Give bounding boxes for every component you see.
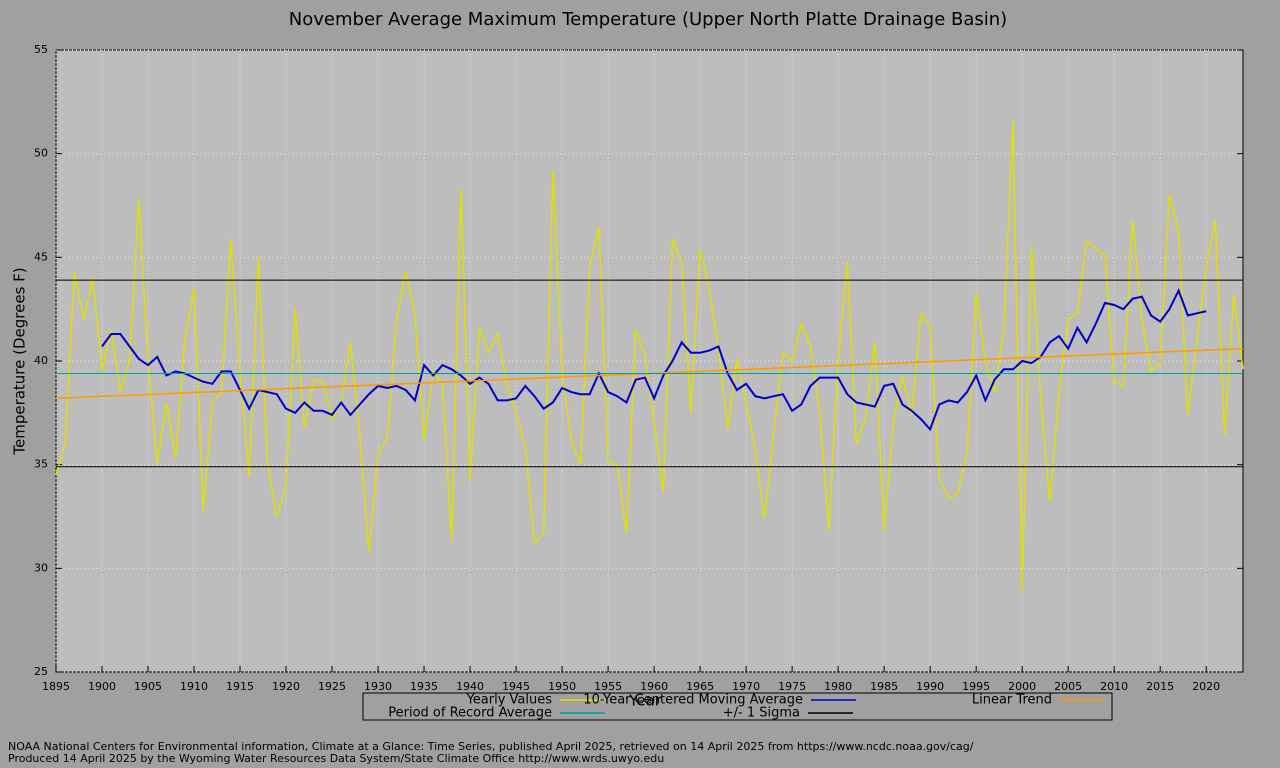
y-tick-label: 50 (34, 147, 48, 160)
chart-title: November Average Maximum Temperature (Up… (289, 9, 1007, 30)
x-tick-label: 1995 (962, 680, 990, 693)
series-line (101, 287, 1207, 432)
x-tick-label: 2005 (1054, 680, 1082, 693)
x-tick-label: 2020 (1192, 680, 1220, 693)
x-tick-label: 1925 (318, 680, 346, 693)
x-tick-label: 1990 (916, 680, 944, 693)
x-tick-label: 1940 (456, 680, 484, 693)
legend-box (362, 692, 1113, 721)
footer: NOAA National Centers for Environmental … (8, 740, 974, 753)
x-tick-label: 1910 (180, 680, 208, 693)
x-tick-label: 1920 (272, 680, 300, 693)
x-tick-label: 1950 (548, 680, 576, 693)
x-tick-label: 1930 (364, 680, 392, 693)
legend-label: Linear Trend (972, 693, 1052, 708)
legend-label: +/- 1 Sigma (723, 706, 800, 721)
x-tick-label: 1980 (824, 680, 852, 693)
x-tick-label: 1955 (594, 680, 622, 693)
x-axis-label: Year (628, 692, 662, 710)
x-tick-label: 2000 (1008, 680, 1036, 693)
x-tick-label: 1915 (226, 680, 254, 693)
y-tick-label: 40 (34, 354, 48, 367)
y-tick-label: 30 (34, 561, 48, 574)
legend-label: Period of Record Average (388, 706, 552, 721)
y-axis-label: Temperature (Degrees F) (11, 267, 29, 455)
x-tick-label: 1945 (502, 680, 530, 693)
y-tick-label: 35 (34, 458, 48, 471)
y-tick-label: 45 (34, 250, 48, 263)
x-tick-label: 2015 (1146, 680, 1174, 693)
y-tick-label: 25 (34, 665, 48, 678)
y-tick-label: 55 (34, 43, 48, 56)
x-tick-label: 1965 (686, 680, 714, 693)
footer: Produced 14 April 2025 by the Wyoming Wa… (8, 752, 664, 765)
legend-label: 10-Year Centered Moving Average (583, 693, 803, 708)
x-tick-label: 1975 (778, 680, 806, 693)
x-tick-label: 1960 (640, 680, 668, 693)
x-tick-label: 1905 (134, 680, 162, 693)
x-tick-label: 1970 (732, 680, 760, 693)
x-tick-label: 1895 (42, 680, 70, 693)
x-tick-label: 1985 (870, 680, 898, 693)
x-tick-label: 1900 (88, 680, 116, 693)
legend-label: Yearly Values (466, 693, 553, 708)
x-tick-label: 1935 (410, 680, 438, 693)
x-tick-label: 2010 (1100, 680, 1128, 693)
